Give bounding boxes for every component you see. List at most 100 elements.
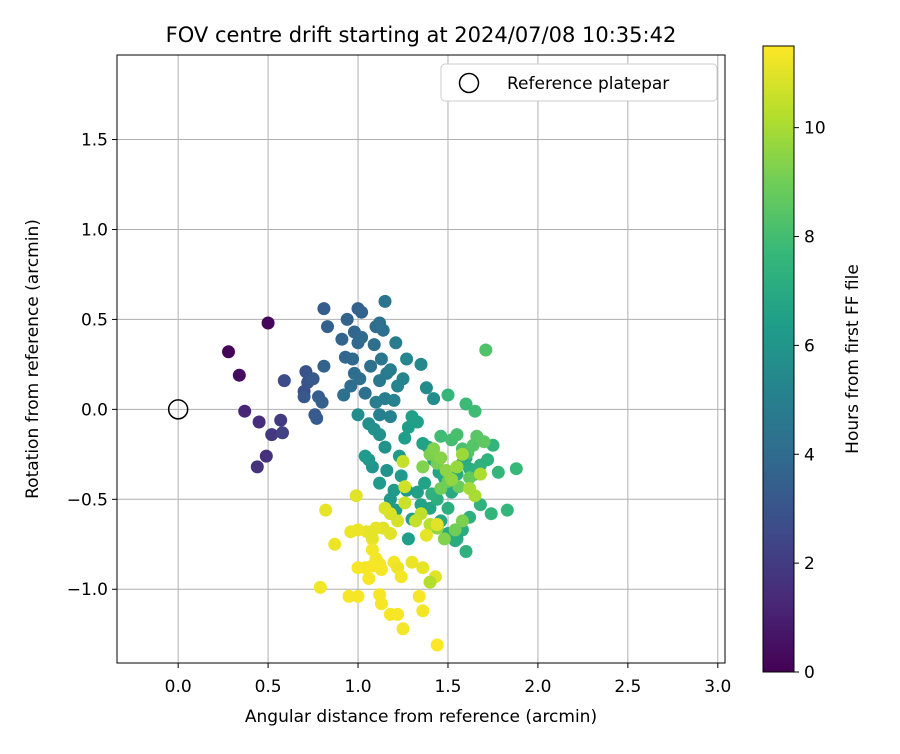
scatter-point <box>238 404 252 418</box>
scatter-point <box>419 528 433 542</box>
scatter-point <box>222 345 235 359</box>
colorbar-tick-label: 2 <box>804 554 815 574</box>
scatter-point <box>430 518 444 531</box>
colorbar-label: Hours from first FF file <box>843 264 863 454</box>
scatter-point <box>416 460 430 474</box>
x-tick-label: 2.0 <box>524 677 551 697</box>
scatter-point <box>481 453 495 467</box>
scatter-point <box>427 442 441 456</box>
scatter-point <box>394 469 408 483</box>
scatter-point <box>373 428 387 442</box>
scatter-point <box>362 572 376 585</box>
scatter-point <box>500 503 514 517</box>
scatter-point <box>391 607 405 621</box>
scatter-point <box>401 532 415 546</box>
x-axis-label: Angular distance from reference (arcmin) <box>245 707 597 727</box>
scatter-point <box>441 501 455 515</box>
colorbar-frame <box>762 45 795 673</box>
y-tick-label: −1.0 <box>67 580 108 600</box>
scatter-point <box>349 489 363 503</box>
scatter-point <box>396 622 410 636</box>
scatter-point <box>250 460 264 474</box>
scatter-point <box>396 455 410 468</box>
x-tick-label: 0.5 <box>255 677 282 697</box>
scatter-point <box>315 395 329 409</box>
scatter-point <box>297 390 311 404</box>
scatter-point <box>450 460 464 474</box>
scatter-point <box>358 449 372 463</box>
scatter-point <box>396 372 410 386</box>
scatter-point <box>394 570 408 584</box>
x-tick-label: 1.5 <box>434 677 461 697</box>
scatter-point <box>355 330 369 344</box>
scatter-point <box>321 320 334 334</box>
scatter-point <box>378 501 392 515</box>
scatter-point <box>434 451 448 465</box>
scatter-point <box>479 343 493 357</box>
scatter-point <box>383 410 397 424</box>
y-tick-label: 1.5 <box>81 131 108 151</box>
scatter-point <box>409 514 423 528</box>
legend-reference-marker-icon <box>458 72 480 94</box>
scatter-point <box>484 507 498 521</box>
scatter-point <box>434 482 448 495</box>
scatter-point <box>369 395 383 409</box>
y-axis-label: Rotation from reference (arcmin) <box>23 219 43 499</box>
scatter-point <box>337 388 351 402</box>
scatter-points <box>222 294 523 652</box>
scatter-point <box>468 489 482 503</box>
scatter-point <box>477 435 491 449</box>
scatter-point <box>358 386 372 400</box>
scatter-point <box>319 503 333 517</box>
scatter-point <box>437 532 451 546</box>
scatter-point <box>427 392 441 406</box>
scatter-point <box>441 388 455 402</box>
scatter-point <box>353 372 367 386</box>
scatter-point <box>374 352 388 366</box>
scatter-point <box>459 545 473 558</box>
scatter-point <box>351 561 365 575</box>
scatter-point <box>383 363 397 377</box>
scatter-point <box>351 589 365 603</box>
reference-platepar-marker-icon <box>167 399 189 420</box>
scatter-point <box>276 426 289 440</box>
legend-box <box>440 63 718 102</box>
x-tick-label: 2.5 <box>614 677 641 697</box>
y-tick-label: 0.0 <box>81 400 108 420</box>
scatter-point <box>387 393 401 407</box>
scatter-point <box>455 447 469 461</box>
scatter-point <box>410 415 424 429</box>
scatter-point <box>400 352 414 366</box>
scatter-point <box>416 604 430 618</box>
colorbar-ticks: 0 2 4 6 8 10 <box>794 119 826 683</box>
scatter-point <box>405 555 419 569</box>
scatter-point <box>342 589 356 603</box>
colorbar-tick-label: 4 <box>804 445 815 465</box>
scatter-point <box>378 440 392 454</box>
scatter-point <box>416 561 430 575</box>
scatter-point <box>389 336 403 350</box>
x-tick-label: 1.0 <box>345 677 372 697</box>
colorbar-tick-label: 8 <box>804 228 815 248</box>
scatter-point <box>373 408 387 422</box>
scatter-point <box>398 431 412 445</box>
scatter-point <box>423 575 437 589</box>
scatter-point <box>509 462 523 476</box>
scatter-point <box>430 638 444 652</box>
scatter-point <box>414 498 428 512</box>
scatter-point <box>277 374 291 388</box>
scatter-point <box>434 429 448 443</box>
scatter-point <box>414 357 428 371</box>
scatter-point <box>374 563 388 576</box>
scatter-point <box>340 312 354 326</box>
x-tick-label: 0.0 <box>165 677 192 697</box>
scatter-point <box>380 464 394 477</box>
scatter-point <box>410 485 424 499</box>
scatter-point <box>274 413 288 427</box>
scatter-point <box>265 428 279 442</box>
scatter-point <box>459 397 473 411</box>
colorbar-tick-label: 6 <box>804 336 815 356</box>
scatter-point <box>378 294 392 308</box>
